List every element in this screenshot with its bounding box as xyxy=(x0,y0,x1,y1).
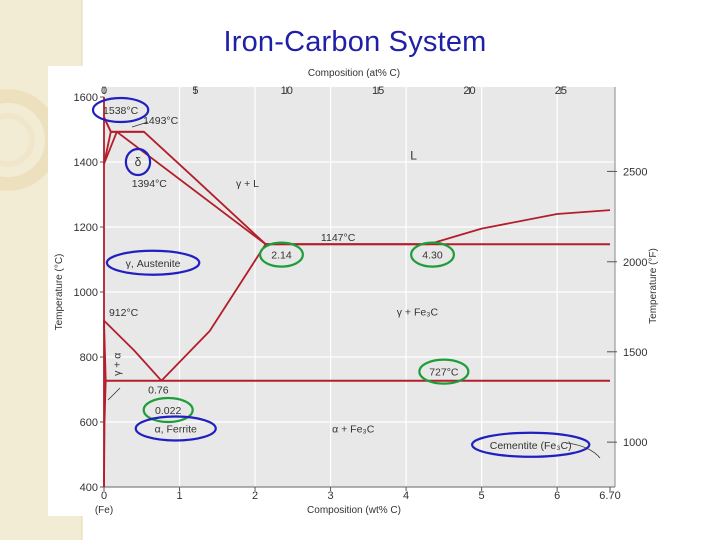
top-axis-tick-label: 20 xyxy=(463,85,475,97)
bottom-axis-label: Composition (wt% C) xyxy=(307,505,401,516)
bottom-axis-tick-label: 5 xyxy=(479,490,485,502)
highlight-oval-green xyxy=(418,358,470,385)
annotation-label: γ + Fe₃C xyxy=(397,307,439,319)
annotation-label: 0.022 xyxy=(155,405,181,417)
boundary-delta-gamma-upper xyxy=(103,131,112,165)
left-axis-tick-label: 1400 xyxy=(74,157,98,169)
highlight-oval-blue xyxy=(91,96,150,124)
bottom-axis-tick-label: 4 xyxy=(403,490,409,502)
highlight-oval-blue xyxy=(471,431,591,458)
annotation-label: α + Fe₃C xyxy=(332,424,375,436)
annotation-label: 0.76 xyxy=(148,385,169,397)
highlight-oval-green xyxy=(258,241,304,268)
annotation-label: 1493°C xyxy=(143,115,179,127)
right-axis-tick-label: 1500 xyxy=(623,347,647,359)
highlight-oval-blue xyxy=(134,415,217,442)
left-axis-tick-label: 1600 xyxy=(74,92,98,104)
annotation-label: γ, Austenite xyxy=(126,258,181,270)
boundary-liquidus-cementite xyxy=(428,209,611,246)
top-axis-label: Composition (at% C) xyxy=(308,68,400,79)
left-axis-tick-label: 400 xyxy=(80,482,98,494)
annotation-label: 1394°C xyxy=(132,178,168,190)
left-axis-tick-label: 1200 xyxy=(74,222,98,234)
leader-line-1493 xyxy=(131,121,149,128)
annotation-label: L xyxy=(410,149,417,163)
slide-title: Iron-Carbon System xyxy=(223,26,487,58)
bottom-axis-tick-label: 6 xyxy=(554,490,560,502)
bottom-axis-sublabel: (Fe) xyxy=(95,505,113,516)
bottom-axis-tick-label: 0 xyxy=(101,490,107,502)
right-axis-tick-label: 1000 xyxy=(623,437,647,449)
annotation-label: γ + L xyxy=(236,178,259,190)
right-axis-label: Temperature (°F) xyxy=(648,248,659,324)
boundary-acm-line xyxy=(160,243,267,382)
annotation-label: γ + α xyxy=(112,353,124,376)
top-axis-tick-label: 5 xyxy=(192,85,198,97)
highlight-oval-blue xyxy=(105,249,201,276)
right-axis-tick-label: 2000 xyxy=(623,257,647,269)
highlight-oval-green xyxy=(410,241,456,268)
leader-line-076 xyxy=(107,387,121,401)
boundary-a3-line xyxy=(103,319,163,382)
annotation-label: 2.14 xyxy=(271,250,292,262)
top-axis-tick-label: 15 xyxy=(372,85,384,97)
right-axis-tick-label: 2500 xyxy=(623,166,647,178)
annotation-label: 727°C xyxy=(429,367,459,379)
annotation-label: 1147°C xyxy=(321,232,356,244)
left-axis-label: Temperature (°C) xyxy=(54,254,65,331)
boundary-delta-gamma-lower xyxy=(103,131,118,165)
left-axis-tick-label: 600 xyxy=(80,417,98,429)
bottom-axis-tick-label: 1 xyxy=(176,490,182,502)
highlight-oval-blue xyxy=(124,147,152,177)
top-axis-tick-label: 25 xyxy=(555,85,567,97)
left-axis-tick-label: 800 xyxy=(80,352,98,364)
annotation-label: α, Ferrite xyxy=(155,424,197,436)
annotation-label: Cementite (Fe₃C) xyxy=(490,440,572,452)
annotation-label: 4.30 xyxy=(422,250,443,262)
highlight-oval-green xyxy=(142,396,194,424)
bottom-axis-tick-label: 3 xyxy=(328,490,334,502)
bottom-axis-tick-label: 6.70 xyxy=(599,490,620,502)
leader-line-cementite xyxy=(566,442,601,459)
annotation-label: δ xyxy=(135,155,142,169)
annotation-label: 912°C xyxy=(109,307,139,319)
decorative-circle-inner xyxy=(0,113,35,167)
top-axis-tick-label: 0 xyxy=(101,85,107,97)
top-axis-tick-label: 10 xyxy=(281,85,293,97)
annotation-label: 1538°C xyxy=(103,105,139,117)
plot-area xyxy=(104,87,615,487)
left-axis-tick-label: 1000 xyxy=(74,287,98,299)
bottom-axis-tick-label: 2 xyxy=(252,490,258,502)
